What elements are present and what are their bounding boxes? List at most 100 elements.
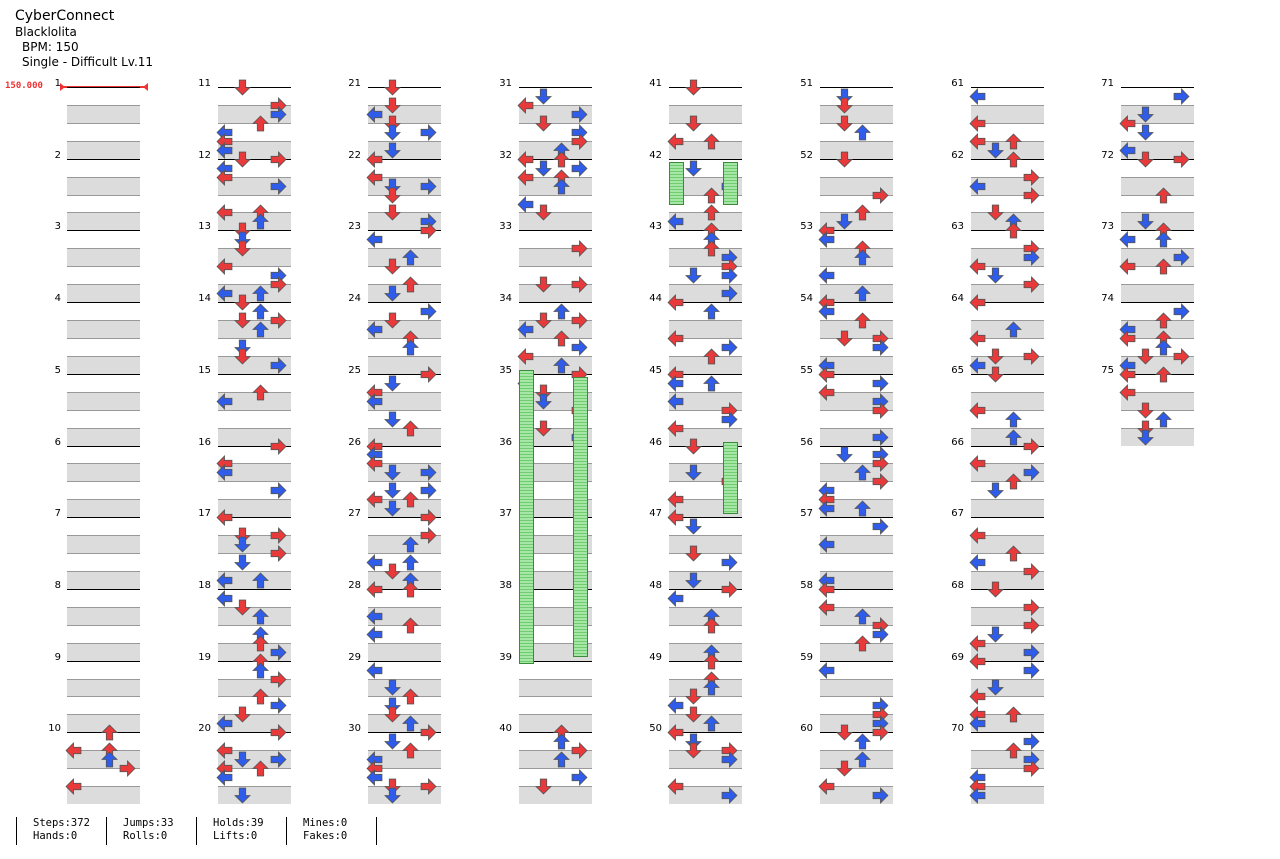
beat-row xyxy=(971,391,1044,410)
right-arrow-icon xyxy=(872,186,889,204)
up-arrow-icon xyxy=(703,375,720,392)
beat-row xyxy=(67,338,140,356)
beat-row xyxy=(368,195,441,213)
stat-jumps: Jumps:33 xyxy=(123,817,174,829)
right-arrow-icon xyxy=(270,670,287,688)
left-arrow-icon xyxy=(969,132,986,150)
right-arrow-icon xyxy=(721,554,738,571)
right-arrow-icon xyxy=(571,769,588,787)
beat-line xyxy=(519,768,592,770)
measure-number: 44 xyxy=(649,293,662,305)
right-arrow-icon xyxy=(872,374,889,392)
beat-row xyxy=(971,642,1044,661)
beat-line xyxy=(669,158,742,160)
left-arrow-icon xyxy=(366,392,383,410)
up-arrow-icon xyxy=(1005,545,1022,562)
up-arrow-icon xyxy=(854,124,871,141)
beat-line xyxy=(669,427,742,429)
beat-row xyxy=(67,284,140,303)
beat-row xyxy=(218,535,291,554)
beat-row xyxy=(368,499,441,518)
up-arrow-icon xyxy=(252,572,269,589)
beat-line xyxy=(971,606,1044,608)
beat-line xyxy=(519,517,592,519)
down-arrow-icon xyxy=(685,79,702,96)
left-arrow-icon xyxy=(1119,365,1136,383)
beat-line xyxy=(67,445,140,447)
beat-line xyxy=(67,266,140,268)
up-arrow-icon xyxy=(1155,231,1172,248)
beat-line xyxy=(218,750,291,752)
right-arrow-icon xyxy=(420,123,437,141)
left-arrow-icon xyxy=(818,536,835,554)
beat-line xyxy=(519,266,592,268)
down-arrow-icon xyxy=(836,97,853,114)
beat-row xyxy=(67,535,140,554)
beat-line xyxy=(519,678,592,680)
down-arrow-icon xyxy=(384,124,401,141)
stats-group-jumps: Jumps:33 Rolls:0 xyxy=(106,817,213,845)
beat-row xyxy=(368,427,441,446)
beat-line xyxy=(820,445,893,447)
beat-line xyxy=(218,481,291,483)
down-arrow-icon xyxy=(1137,402,1154,419)
beat-line xyxy=(669,373,742,375)
beat-row xyxy=(971,606,1044,625)
beat-line xyxy=(67,87,140,88)
beat-line xyxy=(820,517,893,519)
beat-line xyxy=(820,786,893,788)
up-arrow-icon xyxy=(703,617,720,634)
beat-line xyxy=(820,158,893,160)
up-arrow-icon xyxy=(402,276,419,293)
down-arrow-icon xyxy=(384,312,401,329)
up-arrow-icon xyxy=(1005,411,1022,428)
left-arrow-icon xyxy=(216,168,233,186)
measure-number: 10 xyxy=(48,723,61,735)
right-arrow-icon xyxy=(872,724,889,742)
left-arrow-icon xyxy=(818,303,835,321)
beat-line xyxy=(67,463,140,465)
down-arrow-icon xyxy=(836,724,853,741)
measure-number: 58 xyxy=(800,579,813,591)
beat-line xyxy=(519,320,592,322)
beat-line xyxy=(820,606,893,608)
measure-number: 24 xyxy=(348,293,361,305)
up-arrow-icon xyxy=(703,348,720,365)
beat-row xyxy=(67,212,140,231)
measure-number: 73 xyxy=(1101,221,1114,233)
beat-line xyxy=(368,104,441,106)
down-arrow-icon xyxy=(685,438,702,455)
left-arrow-icon xyxy=(1119,258,1136,276)
measure-number: 71 xyxy=(1101,78,1114,89)
beat-line xyxy=(368,248,441,250)
beat-row xyxy=(820,535,893,554)
down-arrow-icon xyxy=(987,679,1004,697)
right-arrow-icon xyxy=(872,625,889,643)
beat-line xyxy=(67,570,140,572)
up-arrow-icon xyxy=(252,115,269,132)
left-arrow-icon xyxy=(667,509,684,527)
measure-number: 51 xyxy=(800,78,813,89)
beat-line xyxy=(669,768,742,770)
up-arrow-icon xyxy=(854,751,871,768)
beat-row xyxy=(67,195,140,213)
down-arrow-icon xyxy=(234,536,251,553)
down-arrow-icon xyxy=(685,464,702,481)
beat-line xyxy=(218,248,291,250)
beat-line xyxy=(519,284,592,286)
measure-number: 55 xyxy=(800,364,813,376)
right-arrow-icon xyxy=(420,464,437,482)
beat-row xyxy=(67,427,140,446)
down-arrow-icon xyxy=(234,79,251,96)
beat-line xyxy=(519,750,592,752)
beat-line xyxy=(218,714,291,716)
down-arrow-icon xyxy=(1137,348,1154,365)
beat-row xyxy=(1121,391,1194,410)
left-arrow-icon xyxy=(216,392,233,410)
up-arrow-icon xyxy=(402,554,419,571)
beat-line xyxy=(519,714,592,716)
beat-line xyxy=(971,355,1044,357)
left-arrow-icon xyxy=(969,715,986,733)
down-arrow-icon xyxy=(234,231,251,248)
beat-row xyxy=(368,176,441,195)
